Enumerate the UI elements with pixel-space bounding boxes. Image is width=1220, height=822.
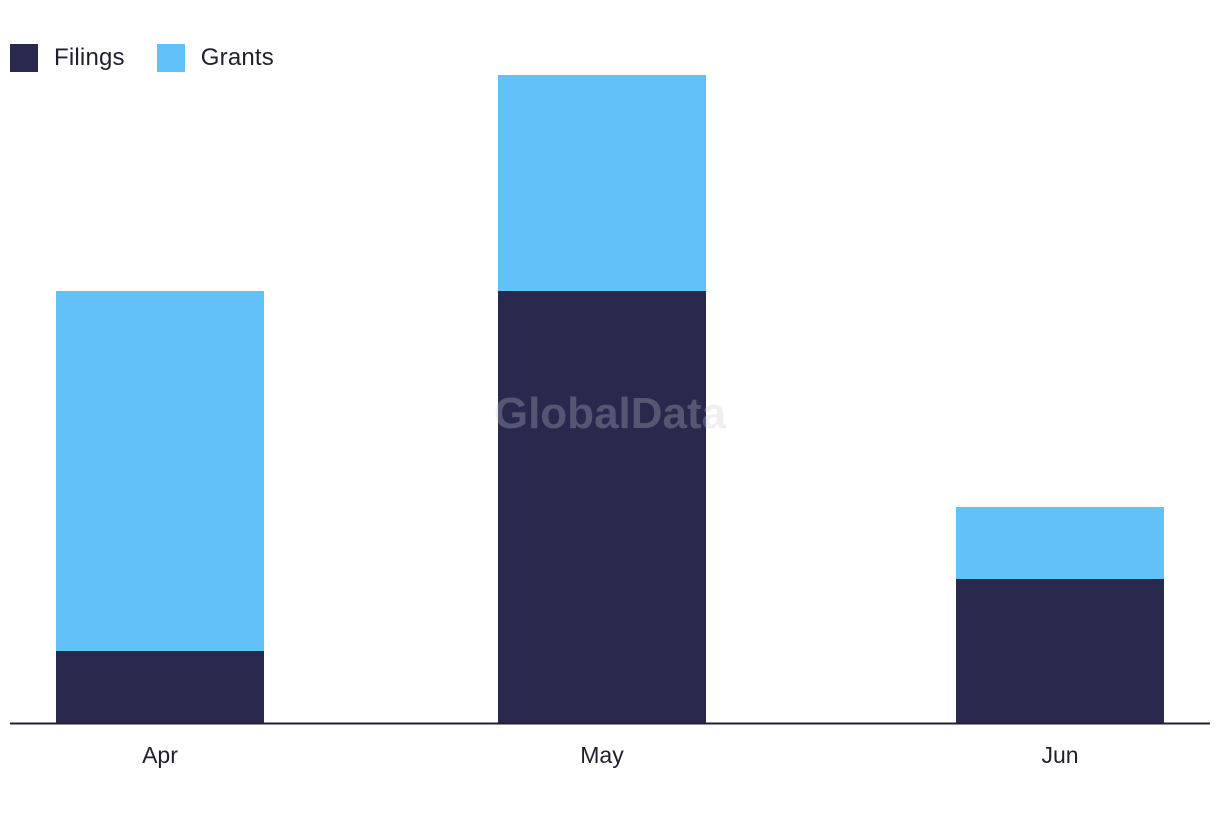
legend-item-grants: Grants xyxy=(156,44,274,72)
bars-group xyxy=(56,75,1164,723)
bar-filings-jun xyxy=(956,579,1164,723)
watermark-text: GlobalData xyxy=(494,389,727,438)
legend-item-filings: Filings xyxy=(10,44,125,72)
x-tick-label-may: May xyxy=(580,742,624,768)
x-tick-labels: Apr May Jun xyxy=(142,742,1078,768)
legend-label-filings: Filings xyxy=(54,44,125,71)
bar-filings-apr xyxy=(56,651,264,723)
x-tick-label-apr: Apr xyxy=(142,742,178,768)
chart-legend: Filings Grants xyxy=(10,44,306,72)
bar-filings-may xyxy=(498,291,706,723)
bar-grants-apr xyxy=(56,291,264,651)
bar-grants-jun xyxy=(956,507,1164,579)
legend-swatch-grants xyxy=(156,44,185,72)
bar-grants-may xyxy=(498,75,706,291)
legend-swatch-filings xyxy=(10,44,38,72)
legend-label-grants: Grants xyxy=(200,44,274,71)
x-tick-label-jun: Jun xyxy=(1041,742,1078,768)
